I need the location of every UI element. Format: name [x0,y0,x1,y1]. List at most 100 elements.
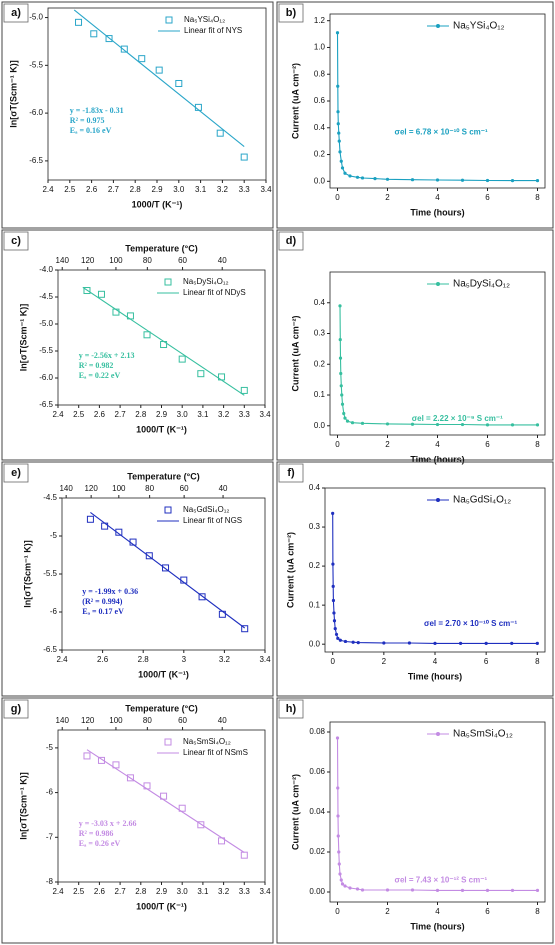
x2-tick-label: 140 [59,484,73,493]
data-point [410,888,415,892]
y-tick-label: -5 [50,531,58,540]
data-point [198,593,206,601]
panel-border [1,461,274,697]
x-tick-label: 3.0 [177,887,189,896]
x-axis-label: Time (hours) [410,454,464,464]
legend-label: Na₅SmSi₄O₁₂ [453,729,513,740]
annotation: R² = 0.975 [70,116,105,125]
y-tick-label: -5.0 [39,319,53,328]
data-point [343,416,347,420]
data-point [336,122,340,126]
y-tick-label: 0.2 [309,561,321,570]
data-point [535,641,539,646]
data-point [535,423,540,427]
y-axis-label: Current (uA cm⁻²) [290,63,300,139]
data-point [345,419,350,423]
y-tick-label: -6.5 [43,645,57,654]
x-tick-label: 3.0 [173,185,185,194]
panel-label-box [278,699,304,719]
data-point [332,611,336,615]
x-tick-label: 2.8 [138,655,150,664]
data-point [178,355,186,363]
y-tick-label: 0.2 [314,150,326,159]
legend-label: Na₅DySi₄O₁₂ [453,279,510,290]
x-axis-label: 1000/T (K⁻¹) [132,199,183,209]
data-point [178,804,186,812]
y-tick-label: 0.4 [314,123,326,132]
data-point [339,371,343,376]
fit-line [82,286,245,396]
data-point [90,30,98,38]
y-axis-label: Current (uA cm⁻²) [290,316,300,392]
data-point [340,402,345,406]
annotation: y = -3.03 x + 2.66 [79,819,137,828]
panel-label-box [3,699,29,719]
data-point [339,878,343,882]
x-tick-label: 2.6 [97,655,109,664]
data-point [343,171,347,175]
data-point [385,422,390,426]
panel-label: e) [11,467,21,479]
y-tick-label: -4.0 [39,265,53,274]
legend-marker [164,278,172,286]
data-point [335,31,340,35]
y-axis-label: ln[σT(Scm⁻¹ K)] [18,304,28,371]
fit-line [90,511,246,629]
legend-label: Na₅GdSi₄O₁₂ [453,495,511,506]
x-tick-label: 8 [535,193,540,202]
data-point [336,814,340,818]
data-point [343,884,347,888]
data-point [340,166,345,170]
data-point [355,175,360,179]
y-tick-label: -4.5 [39,292,53,301]
legend-label: Linear fit of NGS [183,516,242,525]
data-point [338,338,342,342]
x2-tick-label: 120 [84,484,98,493]
legend-label: Na₅SmSi₄O₁₂ [183,737,231,746]
legend-label: Na₅DySi₄O₁₂ [183,277,229,286]
data-point [485,423,490,427]
x2-tick-label: 40 [218,256,227,265]
data-point [535,179,540,183]
data-point [435,888,440,893]
legend-marker [165,16,173,24]
data-point [460,888,465,893]
x-tick-label: 4 [435,907,440,916]
x2-axis-label: Temperature (°C) [125,243,197,253]
annotation: Eₐ = 0.22 eV [79,371,121,380]
data-point [240,851,248,859]
data-point [351,640,355,644]
x-tick-label: 2.5 [73,887,85,896]
x2-tick-label: 100 [109,716,123,725]
data-point [343,639,348,644]
x2-tick-label: 60 [178,716,187,725]
x2-tick-label: 140 [56,716,70,725]
data-point [460,178,465,182]
data-point [337,862,341,866]
x-tick-label: 4 [435,440,440,449]
y-tick-label: 0.4 [314,298,326,307]
data-point [407,641,412,645]
data-point [175,79,183,87]
data-point [331,511,335,515]
x-tick-label: 0 [330,657,335,666]
y-tick-label: 0.02 [309,847,325,856]
data-point [334,632,339,637]
x-tick-label: 3.2 [217,185,229,194]
data-point [197,821,205,829]
y-tick-label: -6.0 [39,373,53,382]
y-axis-label: ln[σT(Scm⁻¹ K)] [8,60,18,127]
x-tick-label: 2 [385,440,390,449]
x2-tick-label: 40 [219,484,228,493]
annotation: (R² = 0.994) [82,597,122,606]
plot-frame [329,13,546,189]
y-axis-label: ln[σT(Scm⁻¹ K)] [22,540,32,607]
panel-label: h) [286,703,297,715]
x-tick-label: 2.7 [108,185,120,194]
data-point [435,422,440,427]
annotation: y = -1.83x - 0.31 [70,106,124,115]
panel-border [276,229,554,461]
x-tick-label: 3.4 [260,185,272,194]
data-point [332,619,337,623]
x-tick-label: 2 [385,193,390,202]
